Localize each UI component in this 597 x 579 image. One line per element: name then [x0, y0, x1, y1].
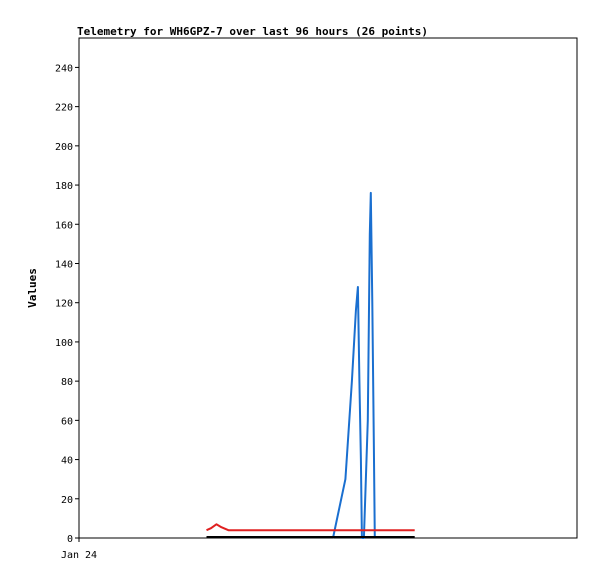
y-tick-label: 140: [55, 259, 73, 270]
y-tick-label: 220: [55, 103, 73, 114]
y-tick-label: 0: [67, 534, 73, 545]
x-tick-label: Jan 24: [61, 550, 97, 561]
y-tick-label: 60: [61, 416, 73, 427]
y-tick-label: 40: [61, 456, 73, 467]
y-axis-ticks: 0 20 40 60 80 100 120 140 160 180 200 220 240: [55, 63, 79, 545]
series-line-1: [206, 523, 415, 532]
y-tick-label: 20: [61, 495, 73, 506]
plot-area: [78, 37, 578, 539]
series-group: [206, 191, 415, 539]
y-axis-label: Values: [26, 268, 39, 308]
y-tick-label: 200: [55, 142, 73, 153]
y-tick-label: 160: [55, 220, 73, 231]
chart-title: Telemetry for WH6GPZ-7 over last 96 hour…: [77, 25, 428, 38]
y-tick-label: 100: [55, 338, 73, 349]
y-tick-label: 240: [55, 63, 73, 74]
x-axis-ticks: Jan 24: [61, 538, 97, 561]
y-tick-label: 180: [55, 181, 73, 192]
y-tick-label: 80: [61, 377, 73, 388]
y-tick-label: 120: [55, 299, 73, 310]
